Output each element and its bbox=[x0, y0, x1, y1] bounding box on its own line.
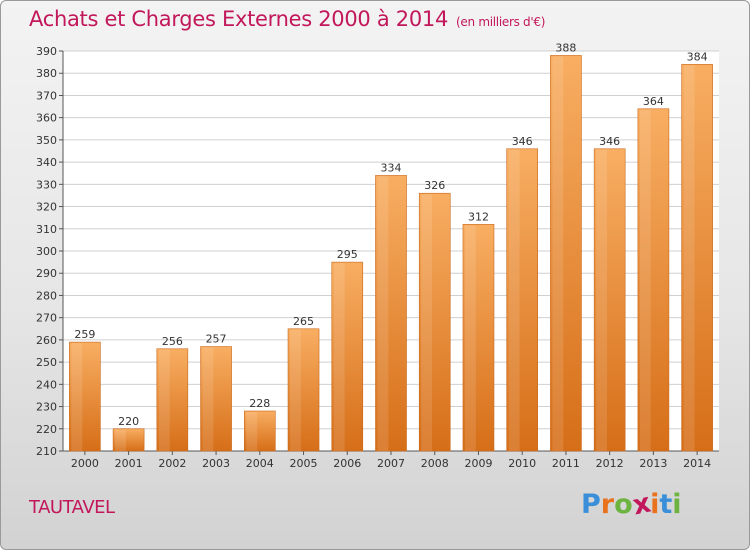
bar-highlight bbox=[464, 225, 476, 451]
y-tick-label: 310 bbox=[36, 223, 57, 236]
bar-highlight bbox=[290, 329, 301, 451]
x-tick-label: 2007 bbox=[377, 457, 405, 470]
x-tick-label: 2009 bbox=[464, 457, 492, 470]
bar bbox=[200, 346, 232, 452]
bar-highlight bbox=[246, 412, 258, 451]
bars bbox=[69, 55, 713, 452]
value-label: 220 bbox=[118, 415, 139, 428]
y-tick-label: 330 bbox=[36, 178, 57, 191]
value-label: 257 bbox=[206, 333, 227, 346]
value-label: 326 bbox=[424, 179, 445, 192]
y-tick-label: 360 bbox=[36, 112, 57, 125]
bar-highlight bbox=[683, 65, 695, 451]
value-label: 334 bbox=[381, 161, 402, 174]
x-tick-label: 2002 bbox=[158, 457, 186, 470]
x-tick-label: 2010 bbox=[508, 457, 536, 470]
logo-letter: r bbox=[600, 489, 615, 520]
x-tick-label: 2004 bbox=[246, 457, 274, 470]
logo-letter: i bbox=[650, 489, 660, 520]
bar bbox=[375, 175, 407, 452]
bar bbox=[156, 348, 189, 452]
bar bbox=[287, 328, 320, 452]
bar-highlight bbox=[158, 349, 170, 451]
chart-title-text: Achats et Charges Externes 2000 à 2014 bbox=[29, 7, 449, 31]
bar-highlight bbox=[639, 109, 651, 452]
value-label: 312 bbox=[468, 210, 489, 223]
bar-highlight bbox=[333, 263, 345, 451]
y-tick-label: 210 bbox=[36, 445, 57, 458]
bar-highlight bbox=[421, 194, 433, 451]
bar bbox=[244, 410, 276, 452]
logo-letter: P bbox=[581, 489, 601, 520]
bar bbox=[418, 192, 451, 452]
y-tick-label: 220 bbox=[36, 423, 57, 436]
y-tick-label: 230 bbox=[36, 401, 57, 414]
y-tick-label: 300 bbox=[36, 245, 57, 258]
x-tick-label: 2012 bbox=[596, 457, 624, 470]
bar bbox=[681, 64, 713, 452]
bar-highlight bbox=[596, 149, 608, 451]
x-tick-label: 2001 bbox=[115, 457, 143, 470]
bar bbox=[462, 224, 495, 452]
bar bbox=[331, 261, 364, 452]
logo-letter: i bbox=[672, 489, 682, 520]
bar-highlight bbox=[508, 149, 520, 451]
bar-highlight bbox=[71, 343, 83, 451]
x-tick-label: 2005 bbox=[290, 457, 318, 470]
value-label: 256 bbox=[162, 335, 183, 348]
y-tick-label: 370 bbox=[36, 89, 57, 102]
bar-highlight bbox=[552, 56, 564, 451]
value-label: 259 bbox=[74, 328, 95, 341]
x-tick-label: 2013 bbox=[639, 457, 667, 470]
bar-highlight bbox=[202, 347, 214, 451]
chart-unit: (en milliers d'€) bbox=[456, 15, 546, 29]
bar bbox=[550, 55, 582, 452]
bar-highlight bbox=[115, 429, 126, 451]
y-tick-label: 320 bbox=[36, 201, 57, 214]
y-tick-label: 250 bbox=[36, 356, 57, 369]
y-tick-label: 290 bbox=[36, 267, 57, 280]
x-tick-label: 2008 bbox=[421, 457, 449, 470]
bar bbox=[506, 148, 539, 452]
y-tick-label: 340 bbox=[36, 156, 57, 169]
value-label: 265 bbox=[293, 315, 314, 328]
x-tick-label: 2000 bbox=[71, 457, 99, 470]
proxiti-logo[interactable]: Proxiti bbox=[581, 488, 682, 522]
logo-letter: t bbox=[659, 489, 673, 520]
x-tick-label: 2006 bbox=[333, 457, 361, 470]
bar-highlight bbox=[377, 176, 389, 451]
value-label: 346 bbox=[599, 135, 620, 148]
town-name: TAUTAVEL bbox=[29, 497, 115, 518]
value-labels: 259 220 256 257 228 265 295 334 326 312 346 388 346 3… bbox=[74, 41, 707, 427]
value-label: 228 bbox=[249, 397, 270, 410]
logo-letter: o bbox=[614, 489, 633, 520]
value-label: 364 bbox=[643, 95, 664, 108]
y-tick-label: 350 bbox=[36, 134, 57, 147]
x-tick-label: 2003 bbox=[202, 457, 230, 470]
bar bbox=[593, 148, 626, 452]
value-label: 388 bbox=[555, 41, 576, 54]
x-tick-label: 2014 bbox=[683, 457, 711, 470]
value-label: 384 bbox=[687, 50, 708, 63]
value-label: 295 bbox=[337, 248, 358, 261]
y-tick-label: 260 bbox=[36, 334, 57, 347]
axes: 210 220 230 240 250 260 270 280 290 300 310 320 330 3… bbox=[36, 45, 719, 470]
bar bbox=[637, 108, 670, 452]
y-tick-label: 240 bbox=[36, 378, 57, 391]
bar bbox=[69, 341, 101, 452]
x-tick-label: 2011 bbox=[552, 457, 580, 470]
y-tick-label: 270 bbox=[36, 312, 57, 325]
value-label: 346 bbox=[512, 135, 533, 148]
bar bbox=[112, 428, 145, 452]
y-tick-label: 390 bbox=[36, 45, 57, 58]
chart-title: Achats et Charges Externes 2000 à 2014 (e… bbox=[29, 7, 545, 31]
y-tick-label: 280 bbox=[36, 289, 57, 302]
y-tick-label: 380 bbox=[36, 67, 57, 80]
